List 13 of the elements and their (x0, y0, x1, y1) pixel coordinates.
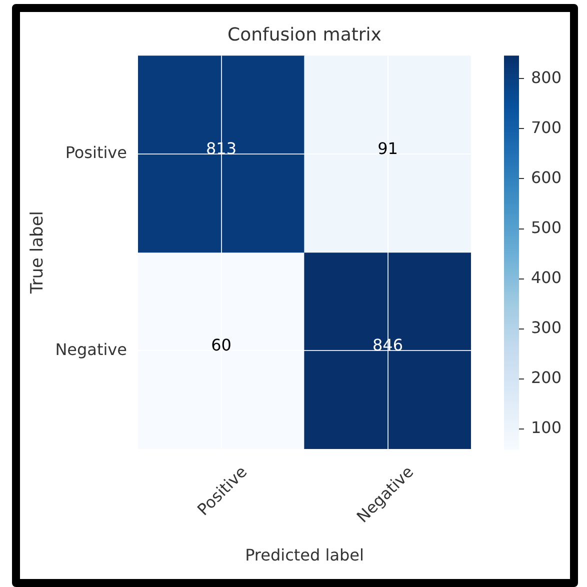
color-bar-label: 100 (531, 418, 562, 438)
color-bar-label: 800 (531, 68, 562, 87)
color-bar-label: 300 (531, 318, 562, 338)
y-axis-title: True label (28, 210, 48, 295)
color-bar-label: 200 (531, 368, 562, 388)
color-bar-label: 600 (531, 168, 562, 187)
data-label: 91 (378, 138, 398, 158)
x-axis-title: Predicted label (245, 546, 364, 565)
color-bar-label: 500 (531, 218, 562, 237)
chart-title: Confusion matrix (228, 24, 382, 46)
data-label: 60 (211, 336, 232, 355)
color-bar-label: 400 (531, 268, 562, 287)
color-bar-label: 700 (531, 118, 562, 137)
